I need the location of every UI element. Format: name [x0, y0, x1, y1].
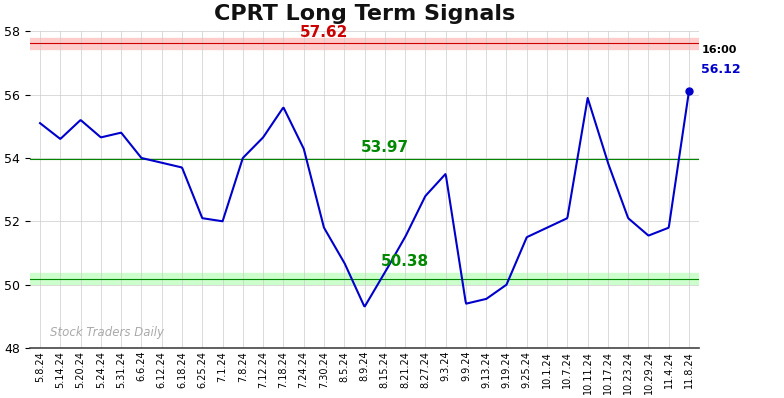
Text: 50.38: 50.38 — [381, 254, 429, 269]
Text: 56.12: 56.12 — [701, 63, 741, 76]
Text: 57.62: 57.62 — [299, 25, 348, 39]
Text: Stock Traders Daily: Stock Traders Daily — [50, 326, 164, 339]
Text: 53.97: 53.97 — [361, 140, 409, 155]
Text: 16:00: 16:00 — [701, 45, 737, 55]
Bar — [30, 273, 699, 285]
Title: CPRT Long Term Signals: CPRT Long Term Signals — [214, 4, 515, 24]
Bar — [30, 38, 699, 49]
